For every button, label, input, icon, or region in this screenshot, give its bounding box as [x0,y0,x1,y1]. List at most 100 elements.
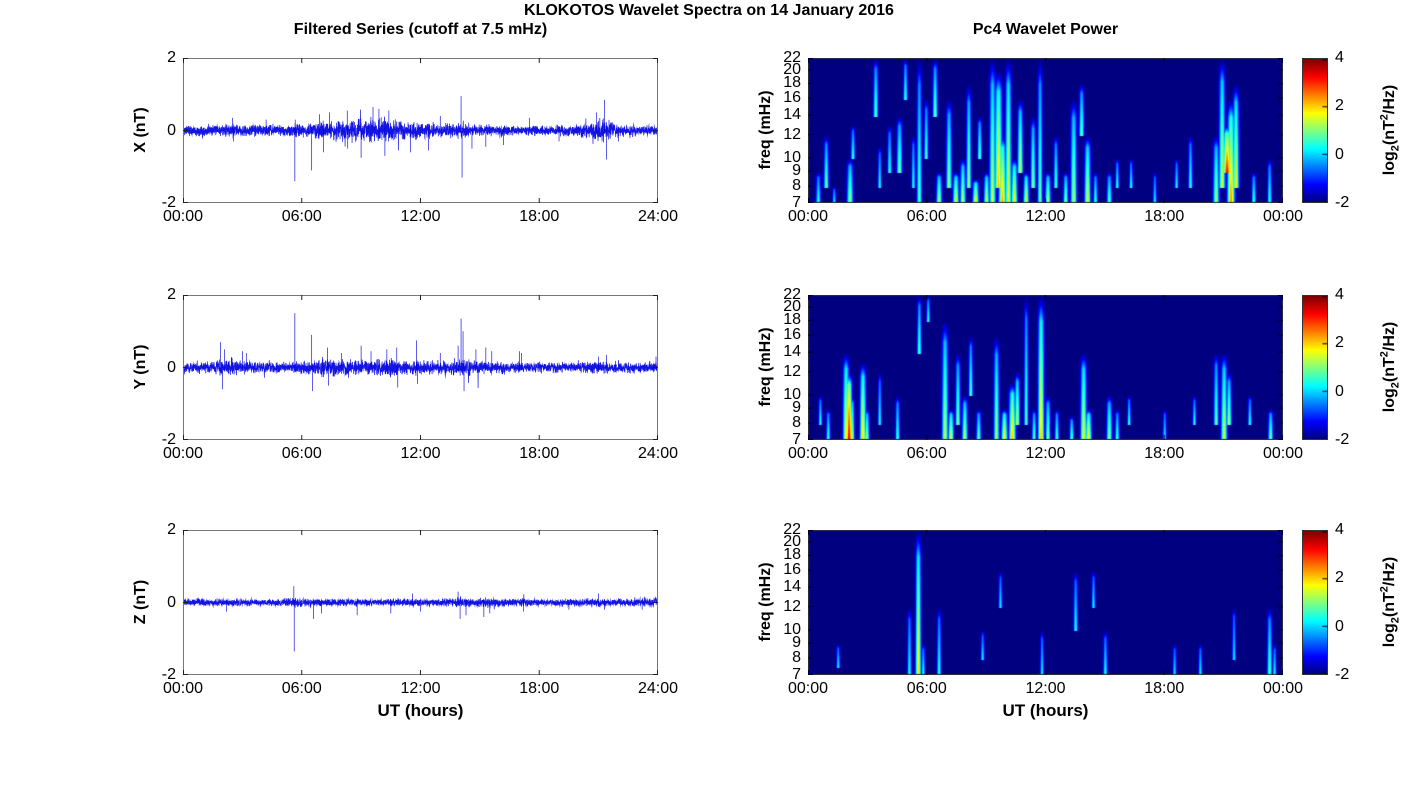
y-spectrogram-panel: freq (mHz) 00:00 06:00 12:00 18:00 00:00 22 20… [757,286,1303,462]
x-tick-label: 24:00 [637,445,679,462]
y-series-panel: Y (nT) 00:00 06:00 12:00 18:00 24:00 2 0 -2 [132,286,678,462]
x-tick-label: 18:00 [519,445,560,462]
figure-title: KLOKOTOS Wavelet Spectra on 14 January 2… [524,2,894,19]
freq-tick-label: 12 [783,362,801,380]
x-tick-label: 00:00 [162,680,204,697]
left-column-title: Filtered Series (cutoff at 7.5 mHz) [293,21,548,38]
x-tick-label: 00:00 [787,680,829,697]
colorbar-tick-label: 0 [1335,145,1344,163]
x-tick-label: 00:00 [162,208,204,225]
colorbar-tick-label: 0 [1335,617,1344,635]
freq-tick-label: 9 [792,162,801,180]
x-tick-label: 00:00 [1262,208,1304,225]
z-series-plot [183,530,658,675]
z-series-ylabel: Z (nT) [132,579,149,625]
colorbar-tick-label: 2 [1335,569,1344,587]
x-tick-label: 24:00 [637,680,679,697]
colorbar-tick-label: -2 [1335,666,1350,683]
x-tick-label: 06:00 [281,445,322,462]
x-axis-label-right: UT (hours) [1002,701,1089,720]
freq-tick-label: 22 [783,49,801,66]
y-tick-label: 2 [167,49,176,66]
freq-tick-label: 10 [783,148,801,166]
y-tick-label: 0 [167,358,176,376]
z-spectrogram-panel: freq (mHz) 00:00 06:00 12:00 18:00 00:00 22 20… [757,521,1303,697]
z-spectrogram-ylabel: freq (mHz) [757,562,774,642]
freq-tick-label: 7 [792,194,801,211]
colorbar-tick-label: -2 [1335,194,1350,211]
freq-tick-label: 12 [783,597,801,615]
x-tick-label: 00:00 [1262,445,1304,462]
freq-tick-label: 9 [792,634,801,652]
x-tick-label: 00:00 [787,445,829,462]
y-tick-label: -2 [161,431,176,448]
x-tick-label: 12:00 [1025,680,1066,697]
freq-tick-label: 8 [792,414,801,432]
x-tick-label: 06:00 [906,445,947,462]
freq-tick-label: 20 [783,61,801,79]
colorbar-x: 4 2 0 -2 [1302,49,1349,211]
freq-tick-label: 7 [792,666,801,683]
colorbar-tick-label: 0 [1335,382,1344,400]
freq-tick-label: 16 [783,326,801,344]
colorbar-tick-label: 4 [1335,49,1344,66]
x-tick-label: 06:00 [281,680,322,697]
freq-tick-label: 12 [783,125,801,143]
x-spectrogram-panel: freq (mHz) 00:00 06:00 12:00 18:00 00:00 22 20… [757,49,1303,225]
x-series-plot [183,58,658,203]
x-tick-label: 12:00 [1025,208,1066,225]
right-column-title: Pc4 Wavelet Power [972,21,1119,38]
x-series-ylabel: X (nT) [132,107,149,153]
x-tick-label: 00:00 [162,445,204,462]
x-axis-label-left: UT (hours) [377,701,464,720]
freq-tick-label: 18 [783,311,801,329]
x-tick-label: 24:00 [637,208,679,225]
y-tick-label: -2 [161,666,176,683]
colorbar-z: 4 2 0 -2 [1302,521,1349,683]
freq-tick-label: 18 [783,74,801,92]
freq-tick-label: 20 [783,533,801,551]
x-tick-label: 18:00 [1144,680,1185,697]
x-tick-label: 18:00 [1144,208,1185,225]
freq-tick-label: 7 [792,431,801,448]
z-spectrogram-plot [808,530,1283,675]
y-tick-label: 2 [167,521,176,538]
freq-tick-label: 22 [783,521,801,538]
freq-tick-label: 14 [783,343,801,361]
freq-tick-label: 10 [783,620,801,638]
colorbar-tick-label: 2 [1335,334,1344,352]
colorbar-tick-label: -2 [1335,431,1350,448]
colorbar-tick-label: 4 [1335,286,1344,303]
freq-tick-label: 14 [783,578,801,596]
y-series-ylabel: Y (nT) [132,344,149,390]
colorbar-gradient [1302,295,1328,440]
freq-tick-label: 16 [783,561,801,579]
x-tick-label: 12:00 [400,208,441,225]
y-spectrogram-ylabel: freq (mHz) [757,327,774,407]
freq-tick-label: 16 [783,89,801,107]
colorbar-tick-label: 2 [1335,97,1344,115]
freq-tick-label: 10 [783,385,801,403]
y-series-plot [183,295,658,440]
x-tick-label: 06:00 [906,208,947,225]
x-spectrogram-plot [808,58,1283,203]
y-spectrogram-plot [808,295,1283,440]
colorbar-gradient [1302,530,1328,675]
y-tick-label: 2 [167,286,176,303]
y-tick-label: 0 [167,593,176,611]
freq-tick-label: 9 [792,399,801,417]
x-spectrogram-ylabel: freq (mHz) [757,90,774,170]
x-tick-label: 18:00 [519,208,560,225]
x-tick-label: 06:00 [906,680,947,697]
freq-tick-label: 8 [792,649,801,667]
freq-tick-label: 22 [783,286,801,303]
freq-tick-label: 20 [783,298,801,316]
x-tick-label: 00:00 [787,208,829,225]
x-tick-label: 12:00 [400,445,441,462]
y-tick-label: -2 [161,194,176,211]
z-series-panel: Z (nT) 00:00 06:00 12:00 18:00 24:00 2 0 -2 [132,521,678,697]
freq-tick-label: 14 [783,106,801,124]
y-tick-label: 0 [167,121,176,139]
x-tick-label: 12:00 [400,680,441,697]
